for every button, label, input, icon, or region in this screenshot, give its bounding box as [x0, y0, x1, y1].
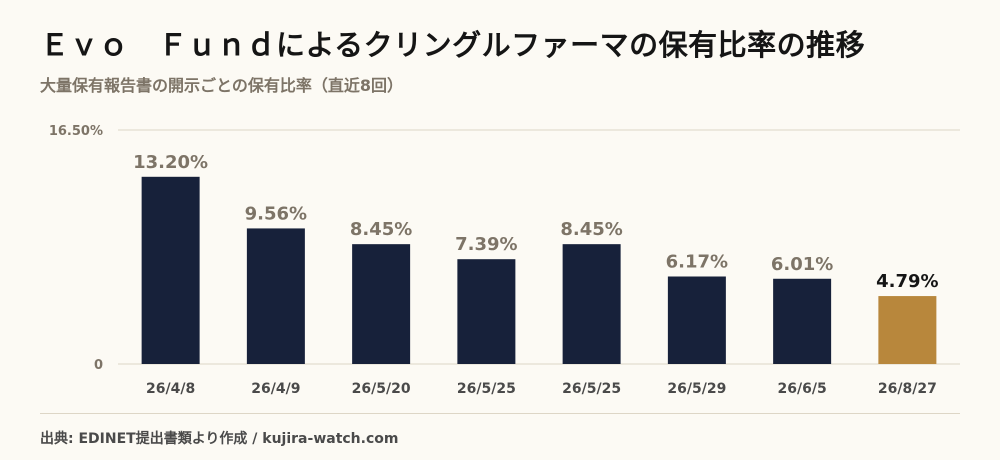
y-tick-label: 16.50%: [49, 124, 103, 139]
chart-title: Ｅｖｏ Ｆｕｎｄによるクリングルファーマの保有比率の推移: [40, 28, 866, 62]
bar: [352, 244, 411, 364]
x-tick-label: 26/4/8: [146, 381, 195, 397]
chart-subtitle: 大量保有報告書の開示ごとの保有比率（直近8回）: [40, 76, 403, 95]
bar-value-label: 8.45%: [350, 219, 412, 240]
bar-value-label: 6.01%: [771, 254, 833, 275]
bar-highlight: [878, 296, 937, 364]
source-footer: 出典: EDINET提出書類より作成 / kujira-watch.com: [40, 431, 399, 447]
y-tick-label: 0: [94, 358, 103, 373]
bar: [141, 176, 200, 364]
bar: [246, 228, 305, 364]
x-tick-label: 26/6/5: [778, 381, 827, 397]
x-tick-label: 26/5/25: [457, 381, 516, 397]
bar-value-label: 6.17%: [666, 251, 728, 272]
x-tick-label: 26/8/27: [878, 381, 937, 397]
bar-value-label: 13.20%: [133, 152, 208, 173]
bar: [457, 259, 516, 364]
bar: [667, 276, 726, 364]
x-tick-label: 26/4/9: [251, 381, 300, 397]
x-tick-label: 26/5/20: [352, 381, 411, 397]
bar-value-label: 4.79%: [876, 271, 938, 292]
bar-value-label: 9.56%: [245, 203, 307, 224]
x-tick-label: 26/5/25: [562, 381, 621, 397]
bar: [773, 278, 832, 364]
footer-divider: [40, 413, 960, 414]
x-tick-label: 26/5/29: [667, 381, 726, 397]
bar: [562, 244, 621, 364]
bar-value-label: 7.39%: [455, 234, 517, 255]
bar-value-label: 8.45%: [560, 219, 622, 240]
